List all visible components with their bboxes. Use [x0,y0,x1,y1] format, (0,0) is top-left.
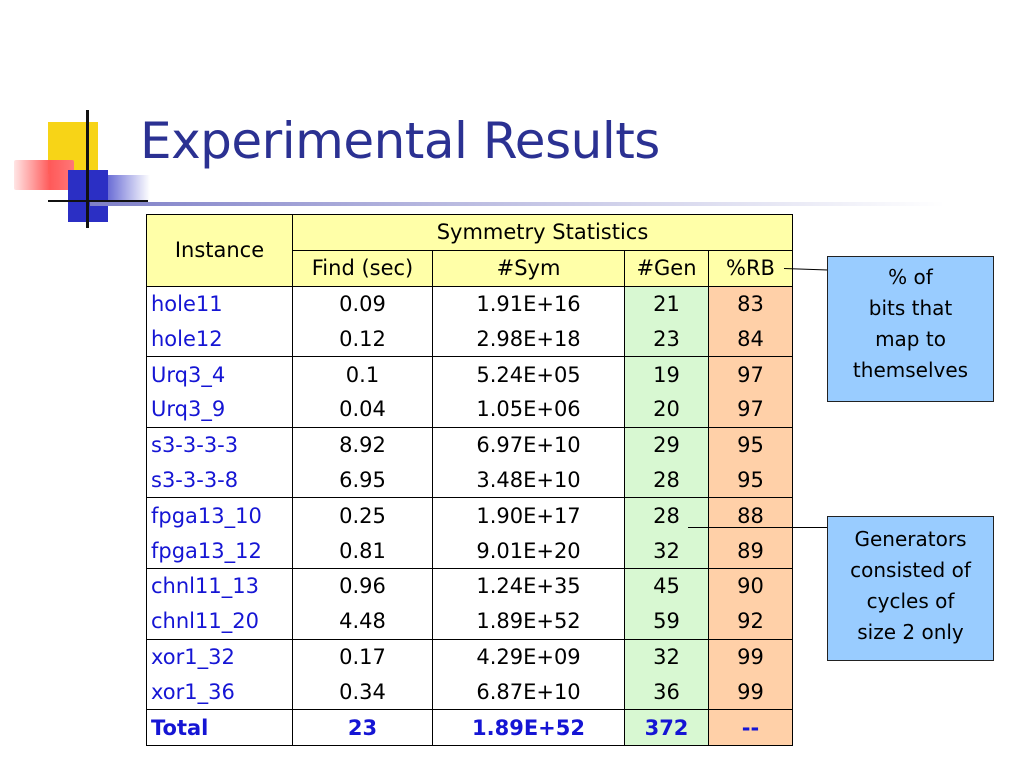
cell-instance: hole12 [146,321,293,358]
callout-line: Generators [854,527,967,551]
callout-line: map to [875,327,946,351]
cell-rb: 84 [708,321,793,358]
cell-rb: 97 [708,391,793,428]
cell-gen: 59 [624,603,709,640]
table-row: hole12 0.12 2.98E+18 23 84 [146,321,793,358]
cell-instance: chnl11_13 [146,568,293,604]
cell-total-sym: 1.89E+52 [432,709,625,746]
cell-find: 0.12 [292,321,433,358]
table-row: hole11 0.09 1.91E+16 21 83 [146,286,793,322]
header-gen: #Gen [624,249,709,287]
cell-total-label: Total [146,709,293,746]
callout-rb-note: % of bits that map to themselves [827,256,994,402]
cell-rb: 99 [708,639,793,675]
cell-find: 8.92 [292,427,433,463]
cell-sym: 6.87E+10 [432,674,625,711]
table-row: chnl11_13 0.96 1.24E+35 45 90 [146,568,793,604]
cell-gen: 29 [624,427,709,463]
cell-gen: 32 [624,533,709,569]
logo-vertical-line [86,110,89,228]
header-find: Find (sec) [292,249,433,287]
cell-find: 0.09 [292,286,433,322]
cell-find: 6.95 [292,462,433,499]
table-row-total: Total 23 1.89E+52 372 -- [146,709,793,746]
table-row: xor1_36 0.34 6.87E+10 36 99 [146,674,793,711]
cell-instance: fpga13_12 [146,533,293,569]
table-body: hole11 0.09 1.91E+16 21 83 hole12 0.12 2.98E+18… [146,286,793,746]
cell-gen: 20 [624,391,709,428]
cell-gen: 28 [624,462,709,499]
table-row: Urq3_4 0.1 5.24E+05 19 97 [146,356,793,392]
cell-sym: 4.29E+09 [432,639,625,675]
cell-sym: 5.24E+05 [432,356,625,392]
cell-instance: s3-3-3-8 [146,462,293,499]
table-row: chnl11_20 4.48 1.89E+52 59 92 [146,603,793,640]
callout-gen-note: Generators consisted of cycles of size 2… [827,516,994,661]
cell-instance: Urq3_4 [146,356,293,392]
cell-sym: 2.98E+18 [432,321,625,358]
cell-find: 0.34 [292,674,433,711]
header-instance: Instance [146,214,293,287]
cell-rb: 90 [708,568,793,604]
callout-line: bits that [868,296,953,320]
table-row: fpga13_12 0.81 9.01E+20 32 89 [146,533,793,569]
cell-instance: hole11 [146,286,293,322]
cell-rb: 95 [708,462,793,499]
cell-instance: chnl11_20 [146,603,293,640]
cell-instance: s3-3-3-3 [146,427,293,463]
cell-gen: 21 [624,286,709,322]
cell-instance: xor1_32 [146,639,293,675]
table-row: s3-3-3-3 8.92 6.97E+10 29 95 [146,427,793,463]
callout-line: % of [888,265,933,289]
results-table: Instance Symmetry Statistics Find (sec) … [146,214,793,746]
cell-sym: 1.90E+17 [432,497,625,534]
cell-rb: 83 [708,286,793,322]
callout-line: consisted of [850,558,971,582]
callout-line: size 2 only [857,620,964,644]
cell-gen: 23 [624,321,709,358]
cell-rb: 92 [708,603,793,640]
cell-find: 4.48 [292,603,433,640]
header-sym: #Sym [432,249,625,287]
cell-sym: 9.01E+20 [432,533,625,569]
cell-gen: 45 [624,568,709,604]
slide-title: Experimental Results [140,112,660,170]
table-row: s3-3-3-8 6.95 3.48E+10 28 95 [146,462,793,499]
cell-sym: 1.89E+52 [432,603,625,640]
cell-sym: 3.48E+10 [432,462,625,499]
cell-instance: Urq3_9 [146,391,293,428]
cell-sym: 6.97E+10 [432,427,625,463]
callout-line: cycles of [866,589,955,613]
cell-total-rb: -- [708,709,793,746]
cell-rb: 89 [708,533,793,569]
callout-line: themselves [852,358,969,382]
cell-rb: 95 [708,427,793,463]
cell-find: 0.17 [292,639,433,675]
title-underline [90,202,990,206]
header-symmetry-statistics: Symmetry Statistics [292,214,793,251]
cell-total-find: 23 [292,709,433,746]
table-row: xor1_32 0.17 4.29E+09 32 99 [146,639,793,675]
cell-instance: fpga13_10 [146,497,293,534]
header-rb: %RB [708,249,793,287]
cell-gen: 32 [624,639,709,675]
cell-rb: 99 [708,674,793,711]
cell-find: 0.1 [292,356,433,392]
table-row: Urq3_9 0.04 1.05E+06 20 97 [146,391,793,428]
logo-red-bar [14,160,74,190]
cell-find: 0.25 [292,497,433,534]
cell-rb: 97 [708,356,793,392]
logo-horizontal-line [48,200,148,202]
cell-total-gen: 372 [624,709,709,746]
cell-sym: 1.05E+06 [432,391,625,428]
cell-sym: 1.24E+35 [432,568,625,604]
cell-find: 0.96 [292,568,433,604]
cell-instance: xor1_36 [146,674,293,711]
cell-find: 0.04 [292,391,433,428]
callout-pointer-gen [688,527,828,528]
cell-sym: 1.91E+16 [432,286,625,322]
cell-find: 0.81 [292,533,433,569]
cell-gen: 36 [624,674,709,711]
cell-gen: 19 [624,356,709,392]
